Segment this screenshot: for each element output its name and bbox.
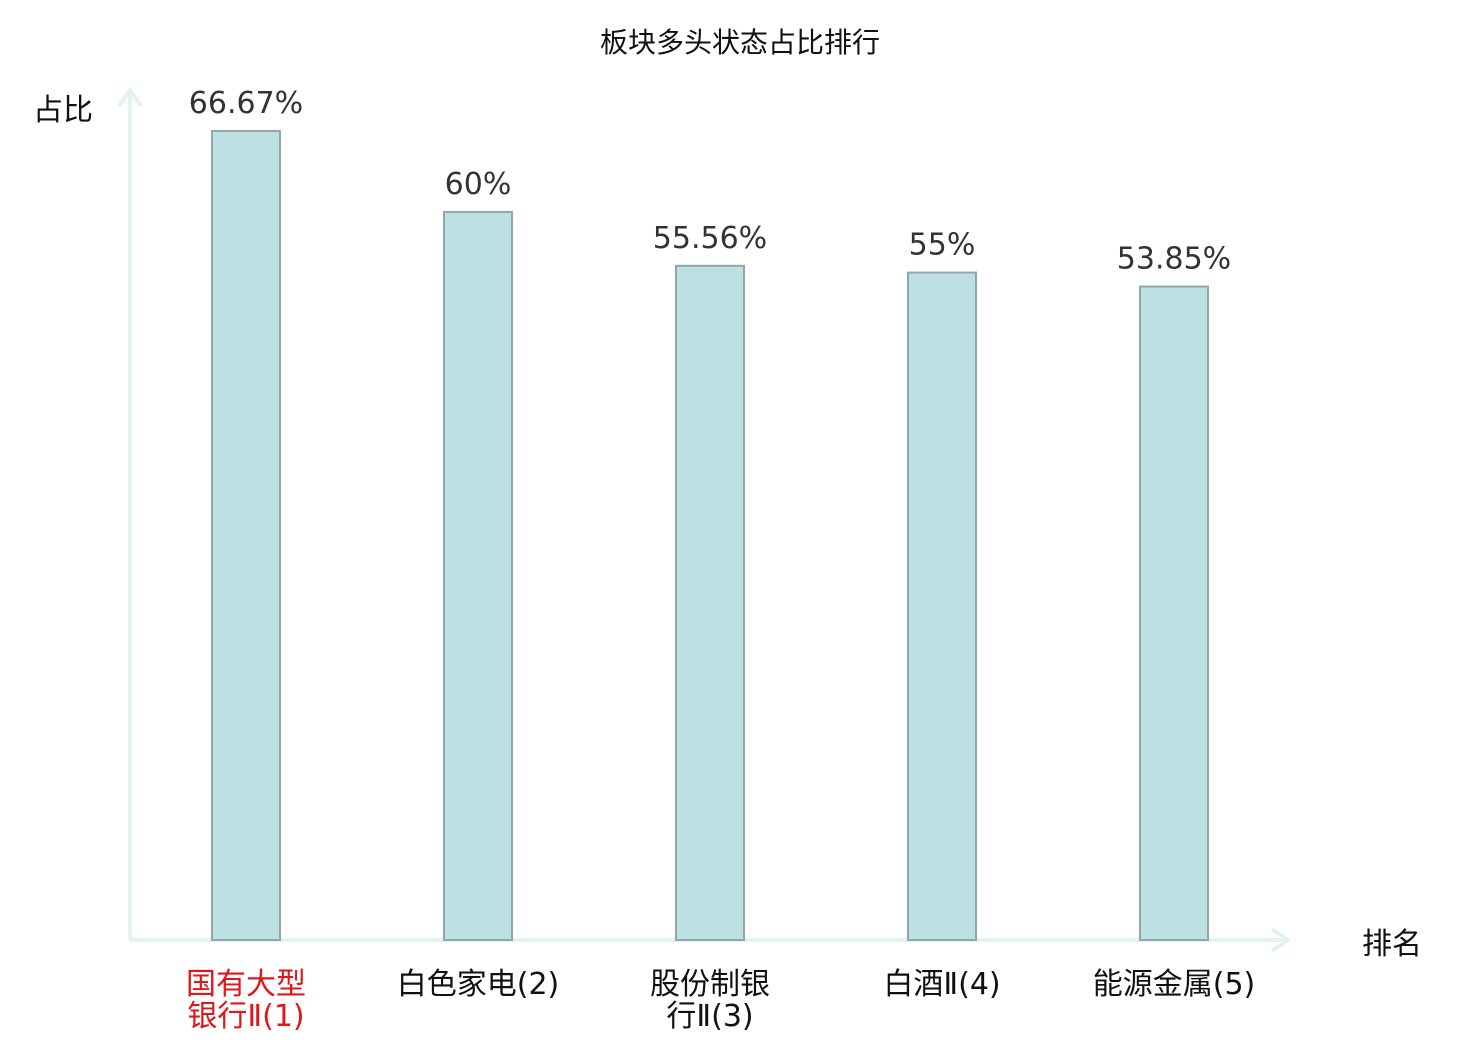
category-label-3-line-2: 行Ⅱ(3) [666, 999, 753, 1034]
value-labels: 66.67% 60% 55.56% 55% 53.85% [189, 86, 1231, 277]
y-axis-label: 占比 [33, 93, 93, 128]
value-label-5: 53.85% [1117, 242, 1231, 277]
bar-1 [211, 130, 281, 941]
bar-4 [907, 271, 977, 941]
category-label-1-line-2: 银行Ⅱ(1) [187, 999, 304, 1034]
x-axis-arrow [1270, 927, 1292, 953]
category-label-1-line-1: 国有大型 [186, 967, 306, 1002]
bar-3 [675, 264, 745, 941]
category-label-3-line-1: 股份制银 [650, 967, 770, 1002]
category-label-4-line-1: 白酒Ⅱ(4) [883, 967, 1000, 1002]
y-axis-arrow [117, 86, 143, 108]
value-label-3: 55.56% [653, 221, 767, 256]
chart-title: 板块多头状态占比排行 [600, 26, 880, 59]
value-label-1: 66.67% [189, 86, 303, 121]
value-label-4: 55% [909, 228, 976, 263]
bar-2 [443, 210, 513, 941]
bars [211, 130, 1209, 941]
category-label-5-line-1: 能源金属(5) [1093, 967, 1256, 1002]
bar-5 [1139, 285, 1209, 941]
x-axis-label: 排名 [1362, 927, 1422, 962]
value-label-2: 60% [445, 167, 512, 202]
category-label-2-line-1: 白色家电(2) [397, 967, 560, 1002]
